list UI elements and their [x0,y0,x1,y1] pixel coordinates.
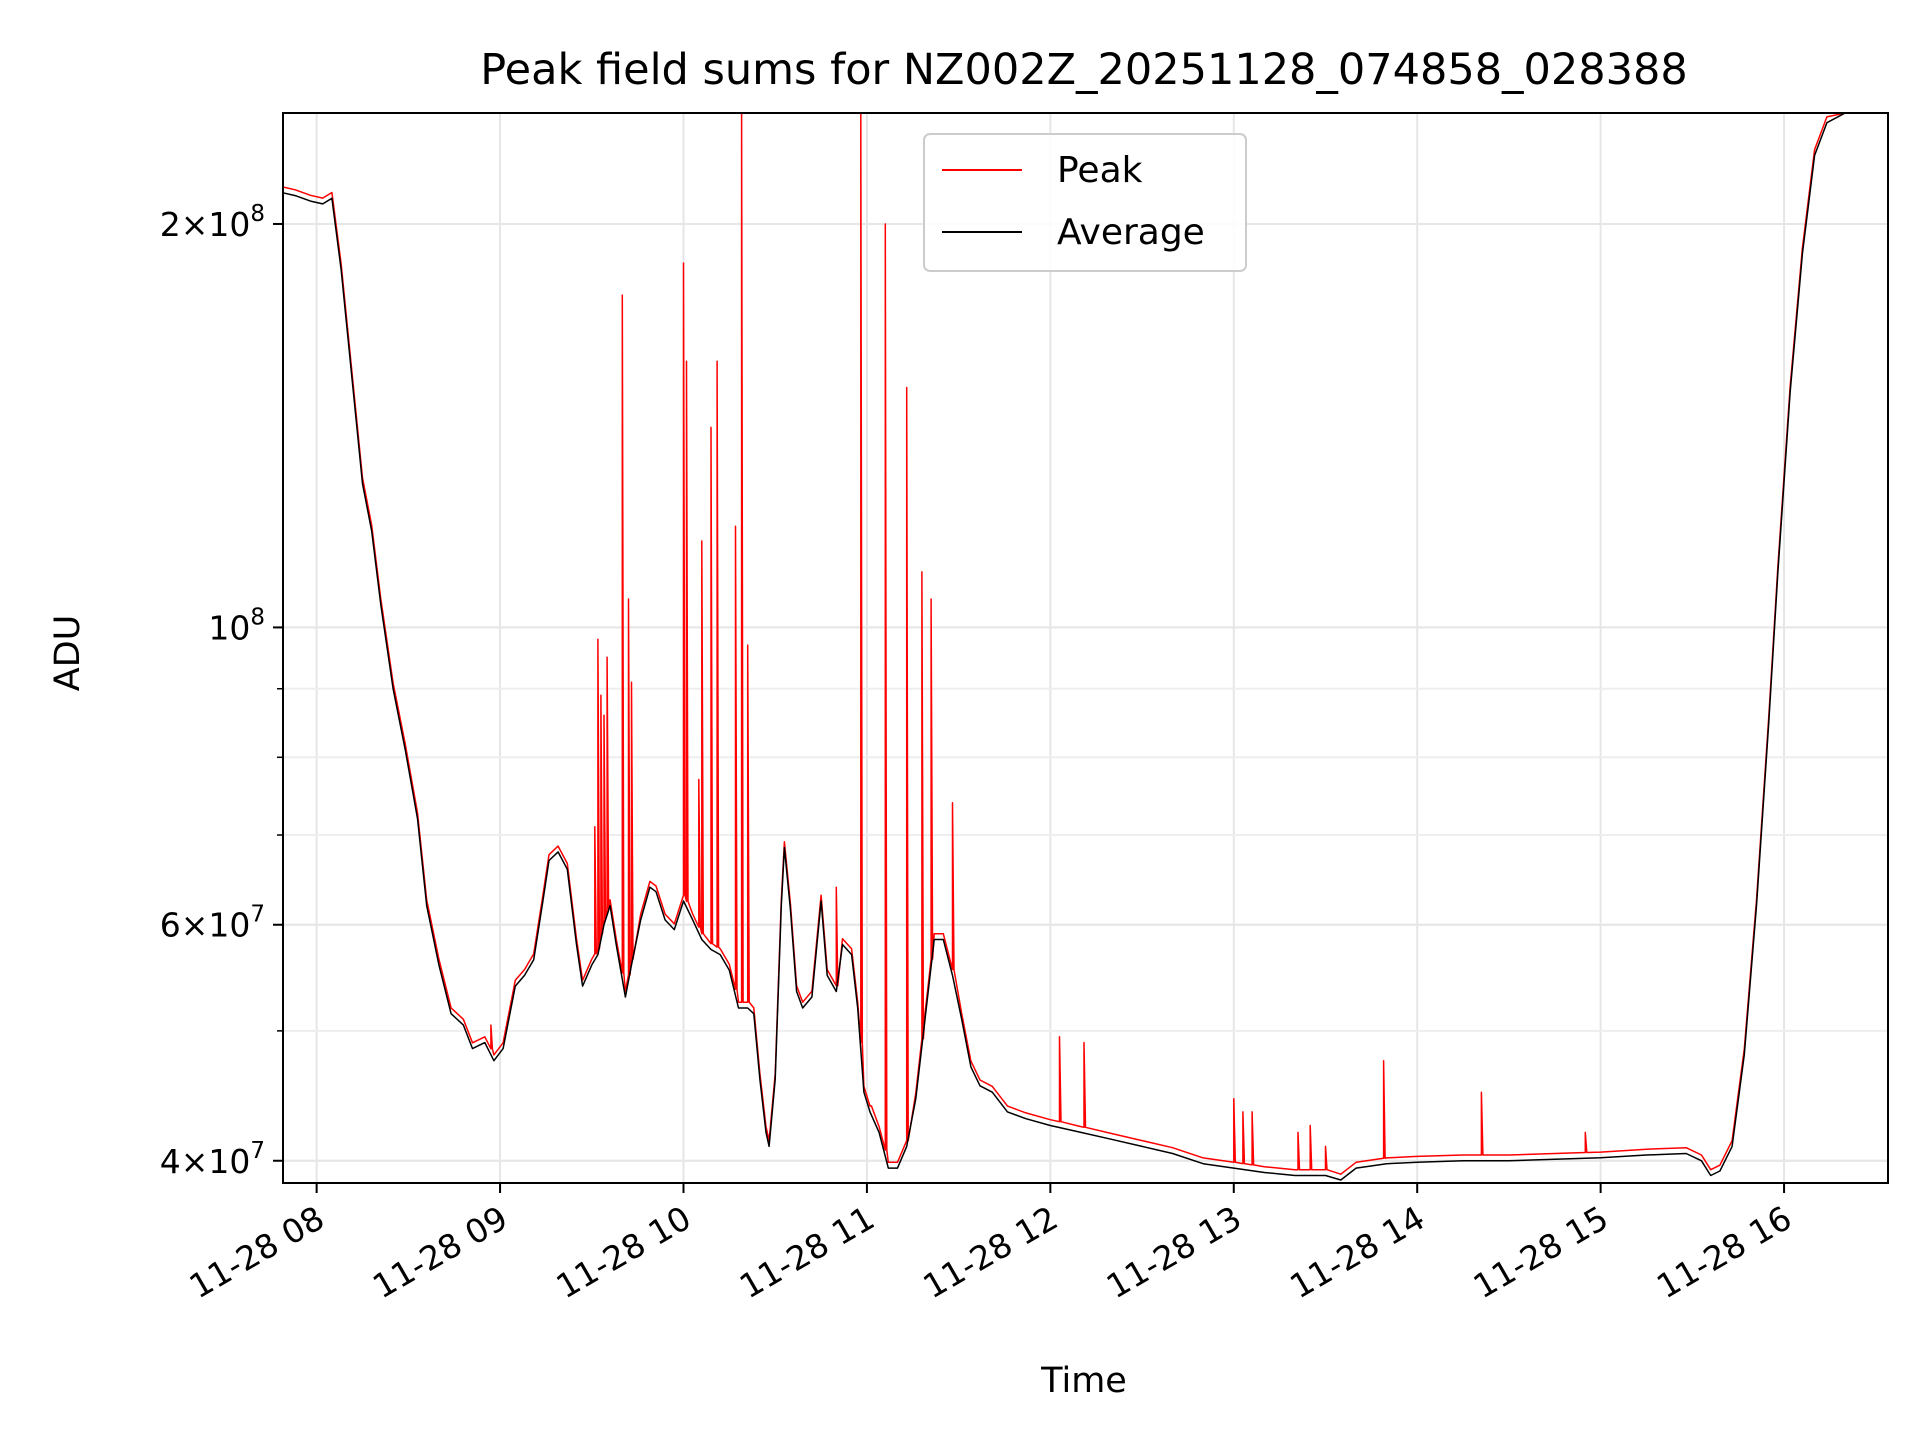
legend-box [923,133,1247,272]
x-axis-label: Time [1040,1361,1127,1401]
legend: Peak Average [923,133,1247,272]
y-tick-label: 2×108 [160,201,265,244]
chart-title: Peak field sums for NZ002Z_20251128_0748… [480,45,1687,95]
y-tick-label: 108 [208,604,265,647]
average-series-line [282,112,1888,1181]
y-axis-label: ADU [48,615,88,692]
y-axis: 4×107 6×107 108 2×108 [160,201,283,1181]
y-tick-label: 4×107 [160,1138,265,1181]
plot-frame [282,112,1889,1184]
legend-label-average: Average [1057,212,1205,253]
y-tick-label: 6×107 [160,902,265,945]
series-layer [282,112,1888,1181]
legend-label-peak: Peak [1057,150,1143,191]
